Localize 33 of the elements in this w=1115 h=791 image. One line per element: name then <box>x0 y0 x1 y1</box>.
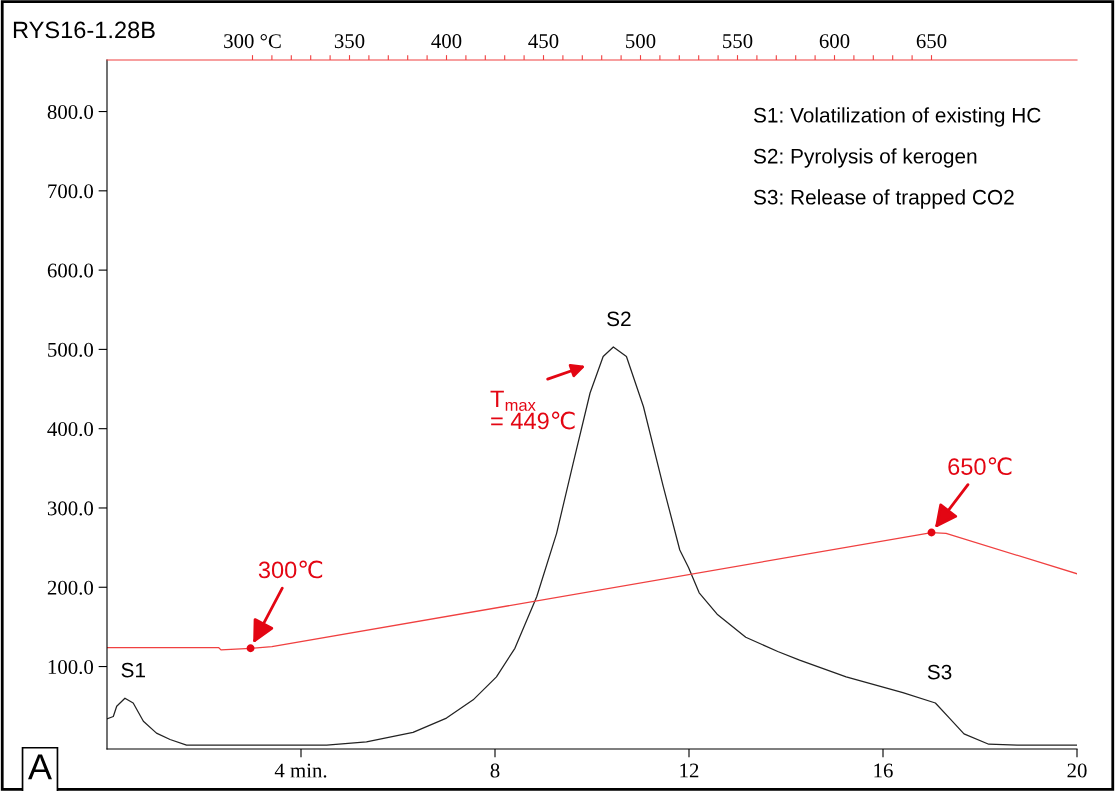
text: A <box>28 754 52 780</box>
x-tick-label: 8 <box>490 763 500 778</box>
annotation: T$_{max}$ = 449℃ <box>490 390 575 430</box>
annotation: S2 <box>607 311 631 327</box>
x2-tick-label: 600 <box>819 34 850 49</box>
annotation: S2: Pyrolysis of kerogen <box>753 148 977 168</box>
line-series <box>107 346 1077 746</box>
annotation: S3: Release of trapped CO2 <box>753 189 1014 209</box>
x2-tick-label: 350 <box>334 34 365 49</box>
x2-tick-label: 500 <box>626 34 656 49</box>
annotation: 650℃ <box>948 457 1012 476</box>
x-tick-label: 12 <box>680 763 699 778</box>
annotation: S1: Volatilization of existing HC <box>753 107 1041 127</box>
y-tick-label: 200.0 <box>47 580 94 595</box>
y-tick-label: 700.0 <box>48 184 94 199</box>
chart-title: RYS16-1.28B <box>13 21 155 39</box>
x2-tick-label: 300 °C <box>224 34 281 49</box>
y-tick-label: 500.0 <box>48 342 94 357</box>
y-tick-label: 800.0 <box>47 104 94 120</box>
annotation: S3 <box>927 664 952 680</box>
annotation: 300℃ <box>258 560 323 579</box>
y-tick-label: 600.0 <box>47 263 94 278</box>
x-tick-label: 20 <box>1067 763 1087 778</box>
x-tick-label: 16 <box>874 763 893 778</box>
x2-tick-label: 400 <box>431 34 462 49</box>
x2-tick-label: 550 <box>723 34 753 49</box>
y-tick-label: 400.0 <box>47 422 94 437</box>
x2-tick-label: 450 <box>528 34 559 49</box>
y-tick-label: 100.0 <box>48 659 94 675</box>
x2-tick-label: 650 <box>916 34 947 49</box>
annotation: S1 <box>121 662 145 678</box>
y-tick-label: 300.0 <box>47 501 94 516</box>
x-tick-label: 4 min. <box>274 763 327 778</box>
